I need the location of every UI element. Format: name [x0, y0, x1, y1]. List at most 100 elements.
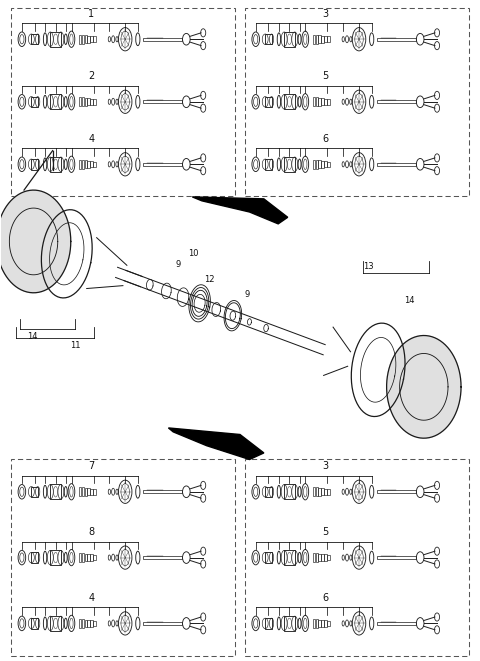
- Text: 14: 14: [404, 297, 415, 305]
- Bar: [93, 99, 96, 104]
- Bar: [79, 487, 81, 496]
- Bar: [377, 38, 416, 41]
- Bar: [93, 489, 96, 494]
- Bar: [327, 99, 329, 104]
- Bar: [321, 620, 324, 627]
- Bar: [50, 32, 61, 46]
- Bar: [284, 157, 295, 172]
- Bar: [324, 488, 327, 495]
- Text: 4: 4: [88, 134, 95, 144]
- Bar: [312, 553, 315, 563]
- Bar: [312, 160, 315, 169]
- Bar: [50, 551, 61, 565]
- Bar: [31, 553, 38, 563]
- Text: 4: 4: [88, 593, 95, 603]
- Bar: [377, 490, 416, 493]
- Bar: [377, 556, 416, 559]
- Bar: [245, 8, 469, 196]
- Bar: [93, 36, 96, 42]
- Text: 5: 5: [322, 527, 328, 537]
- Bar: [84, 488, 87, 496]
- Text: 6: 6: [322, 593, 328, 603]
- Text: 9: 9: [175, 260, 180, 269]
- Text: 6: 6: [322, 134, 328, 144]
- Bar: [79, 553, 81, 563]
- Bar: [318, 554, 321, 561]
- Bar: [265, 618, 272, 629]
- Bar: [377, 622, 416, 625]
- Bar: [50, 616, 61, 631]
- Polygon shape: [168, 428, 264, 459]
- Bar: [82, 35, 84, 44]
- Bar: [90, 98, 93, 105]
- Bar: [31, 97, 38, 107]
- Bar: [265, 97, 272, 107]
- Bar: [93, 555, 96, 561]
- Bar: [84, 35, 87, 43]
- Bar: [318, 35, 321, 43]
- Polygon shape: [0, 190, 71, 293]
- Bar: [321, 98, 324, 105]
- Bar: [143, 622, 182, 625]
- Bar: [90, 488, 93, 495]
- Bar: [31, 34, 38, 44]
- Text: 13: 13: [363, 262, 374, 271]
- Bar: [315, 553, 318, 562]
- Bar: [318, 161, 321, 168]
- Bar: [284, 32, 295, 46]
- Bar: [84, 619, 87, 627]
- Text: 3: 3: [322, 9, 328, 19]
- Bar: [315, 35, 318, 44]
- Bar: [265, 486, 272, 497]
- Bar: [90, 620, 93, 627]
- Bar: [50, 157, 61, 172]
- Bar: [82, 619, 84, 628]
- Bar: [318, 619, 321, 627]
- Polygon shape: [386, 336, 461, 438]
- Text: 5: 5: [322, 71, 328, 81]
- Bar: [321, 36, 324, 43]
- Bar: [327, 555, 329, 561]
- Bar: [327, 161, 329, 167]
- Bar: [79, 619, 81, 628]
- Bar: [312, 97, 315, 106]
- Bar: [318, 488, 321, 496]
- Bar: [324, 555, 327, 561]
- Bar: [11, 459, 235, 656]
- Bar: [79, 97, 81, 106]
- Bar: [50, 485, 61, 499]
- Bar: [84, 554, 87, 561]
- Bar: [31, 486, 38, 497]
- Bar: [284, 95, 295, 109]
- Text: 8: 8: [88, 527, 95, 537]
- Bar: [90, 36, 93, 42]
- Text: 2: 2: [88, 71, 95, 81]
- Bar: [87, 620, 90, 627]
- Bar: [82, 553, 84, 562]
- Bar: [50, 95, 61, 109]
- Bar: [327, 621, 329, 626]
- Bar: [245, 459, 469, 656]
- Bar: [84, 161, 87, 168]
- Bar: [93, 161, 96, 167]
- Text: 11: 11: [70, 341, 81, 350]
- Bar: [377, 163, 416, 166]
- Bar: [87, 98, 90, 105]
- Text: 12: 12: [204, 276, 214, 284]
- Bar: [265, 159, 272, 169]
- Bar: [265, 34, 272, 44]
- Bar: [143, 100, 182, 103]
- Bar: [82, 487, 84, 496]
- Bar: [79, 34, 81, 44]
- Bar: [31, 618, 38, 629]
- Bar: [84, 98, 87, 106]
- Bar: [82, 160, 84, 169]
- Bar: [143, 556, 182, 559]
- Bar: [284, 485, 295, 499]
- Text: 3: 3: [322, 461, 328, 471]
- Bar: [143, 163, 182, 166]
- Bar: [327, 489, 329, 494]
- Bar: [318, 98, 321, 106]
- Bar: [87, 554, 90, 561]
- Bar: [87, 36, 90, 43]
